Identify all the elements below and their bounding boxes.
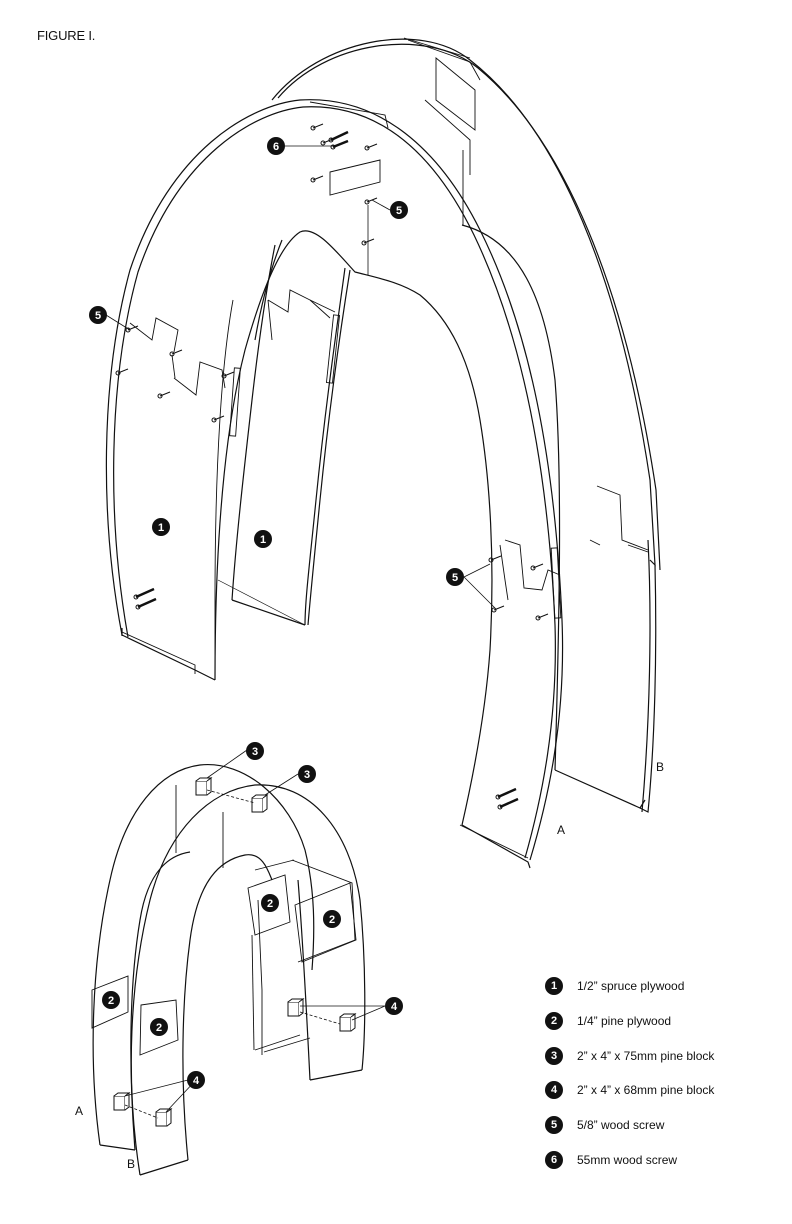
parts-legend: 1 1/2” spruce plywood 2 1/4” pine plywoo… [545,977,775,1187]
legend-item: 2 1/4” pine plywood [545,1011,775,1048]
callout-1-left: 1 [152,518,170,536]
wood-screw-icon [211,415,225,423]
svg-text:6: 6 [273,141,279,153]
svg-text:3: 3 [252,746,258,758]
legend-badge: 5 [545,1116,563,1135]
svg-text:2: 2 [267,898,273,910]
svg-text:2: 2 [329,914,335,926]
legend-label: 55mm wood screw [577,1152,678,1167]
legend-badge: 4 [545,1081,563,1100]
svg-text:5: 5 [95,310,101,322]
figure-title: FIGURE I. [37,28,96,43]
wood-screw-icon [497,797,519,810]
legend-badge: 6 [545,1150,563,1169]
wood-screw-icon [221,371,235,379]
callout-4-right: 4 [385,997,403,1015]
wood-screw-icon [330,139,349,150]
callout-2-b: 2 [323,910,341,928]
label-upper-a: A [557,823,565,837]
pine-block-icon [287,998,305,1017]
wood-screw-icon [115,368,129,376]
legend-badge: 1 [545,977,563,995]
pine-block-icon [251,794,269,813]
lower-leader-lines [124,749,386,1119]
callout-5-left: 5 [89,306,107,324]
wood-screw-icon [320,138,334,146]
svg-text:5: 5 [452,572,458,584]
wood-screw-icon [361,238,375,246]
wood-screw-icon [495,787,517,800]
wood-screw-icon [364,143,378,151]
legend-label: 1/4” pine plywood [577,1013,672,1028]
upper-front-arch-panel [105,37,564,869]
label-lower-a: A [75,1104,83,1118]
wood-screw-icon [169,349,183,357]
upper-back-arch-panel [271,38,661,813]
svg-text:2: 2 [156,1022,162,1034]
svg-text:1: 1 [260,534,266,546]
callout-5-top: 5 [390,201,408,219]
wood-screw-icon [328,130,349,143]
callout-2-a: 2 [261,894,279,912]
wood-screw-icon [310,175,324,183]
legend-item: 4 2” x 4” x 68mm pine block [545,1081,775,1117]
callout-5-right: 5 [446,568,464,586]
callout-2-c: 2 [102,991,120,1009]
lower-back-arch-panel [91,764,356,1151]
legend-badge: 2 [545,1011,563,1030]
wood-screw-icon [133,587,155,600]
legend-item: 5 5/8” wood screw [545,1116,775,1152]
wood-screw-icon [491,605,505,613]
legend-badge: 3 [545,1046,563,1065]
callout-3-top: 3 [246,742,264,760]
lower-blocks [113,777,357,1127]
legend-item: 6 55mm wood screw [545,1150,775,1187]
legend-item: 1 1/2” spruce plywood [545,977,775,1013]
svg-text:5: 5 [396,205,402,217]
label-lower-b: B [127,1157,135,1171]
callout-4-left: 4 [187,1071,205,1089]
legend-item: 3 2” x 4” x 75mm pine block [545,1046,775,1083]
pine-block-icon [195,777,213,796]
wood-screw-icon [310,123,324,131]
legend-label: 1/2” spruce plywood [577,979,685,993]
upper-leader-lines [105,145,496,609]
callout-2-d: 2 [150,1018,168,1036]
wood-screw-icon [364,197,378,205]
svg-text:1: 1 [158,522,164,534]
callout-3-mid: 3 [298,765,316,783]
pine-block-icon [339,1013,357,1032]
lower-front-arch-panel [130,784,366,1176]
wood-screw-icon [488,555,502,563]
legend-label: 2” x 4” x 68mm pine block [577,1083,715,1098]
legend-label: 5/8” wood screw [577,1118,665,1133]
svg-text:4: 4 [193,1075,200,1087]
callout-1-right: 1 [254,530,272,548]
pine-block-icon [113,1092,131,1111]
legend-label: 2” x 4” x 75mm pine block [577,1048,715,1063]
svg-text:3: 3 [304,769,310,781]
pine-block-icon [155,1108,173,1127]
wood-screw-icon [530,563,544,571]
wood-screw-icon [135,597,157,610]
upper-screws [115,123,549,810]
wood-screw-icon [157,391,171,399]
label-upper-b: B [656,760,664,774]
svg-text:2: 2 [108,995,114,1007]
callout-6: 6 [267,137,285,155]
wood-screw-icon [535,613,549,621]
svg-text:4: 4 [391,1001,398,1013]
